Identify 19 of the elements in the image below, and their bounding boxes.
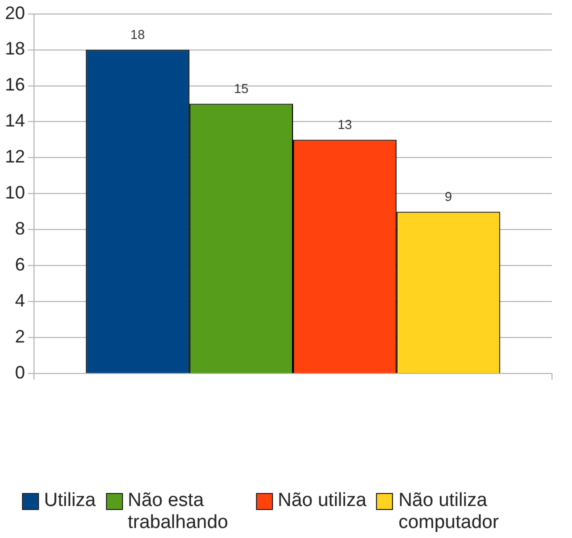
y-tick-label: 12 — [4, 146, 26, 167]
data-label: 13 — [338, 116, 352, 132]
legend-label: Não utiliza — [278, 490, 366, 512]
legend-label: Utiliza — [44, 490, 96, 512]
y-tick-label: 20 — [4, 2, 26, 23]
y-tick-label: 16 — [4, 74, 26, 95]
legend-label: Não esta trabalhando — [128, 490, 230, 534]
data-label: 9 — [444, 188, 452, 204]
y-tick-label: 6 — [15, 254, 26, 275]
y-tick-label: 4 — [15, 290, 26, 311]
y-tick-label: 2 — [15, 326, 26, 347]
y-tick-label: 14 — [4, 110, 26, 131]
y-tick-label: 10 — [4, 182, 26, 203]
data-label: 15 — [234, 80, 248, 96]
y-tick-label: 0 — [15, 362, 26, 383]
legend-label: Não utiliza computador — [398, 490, 500, 534]
y-tick-label: 8 — [15, 218, 26, 239]
y-tick-label: 18 — [4, 38, 26, 59]
data-label: 18 — [130, 26, 145, 42]
